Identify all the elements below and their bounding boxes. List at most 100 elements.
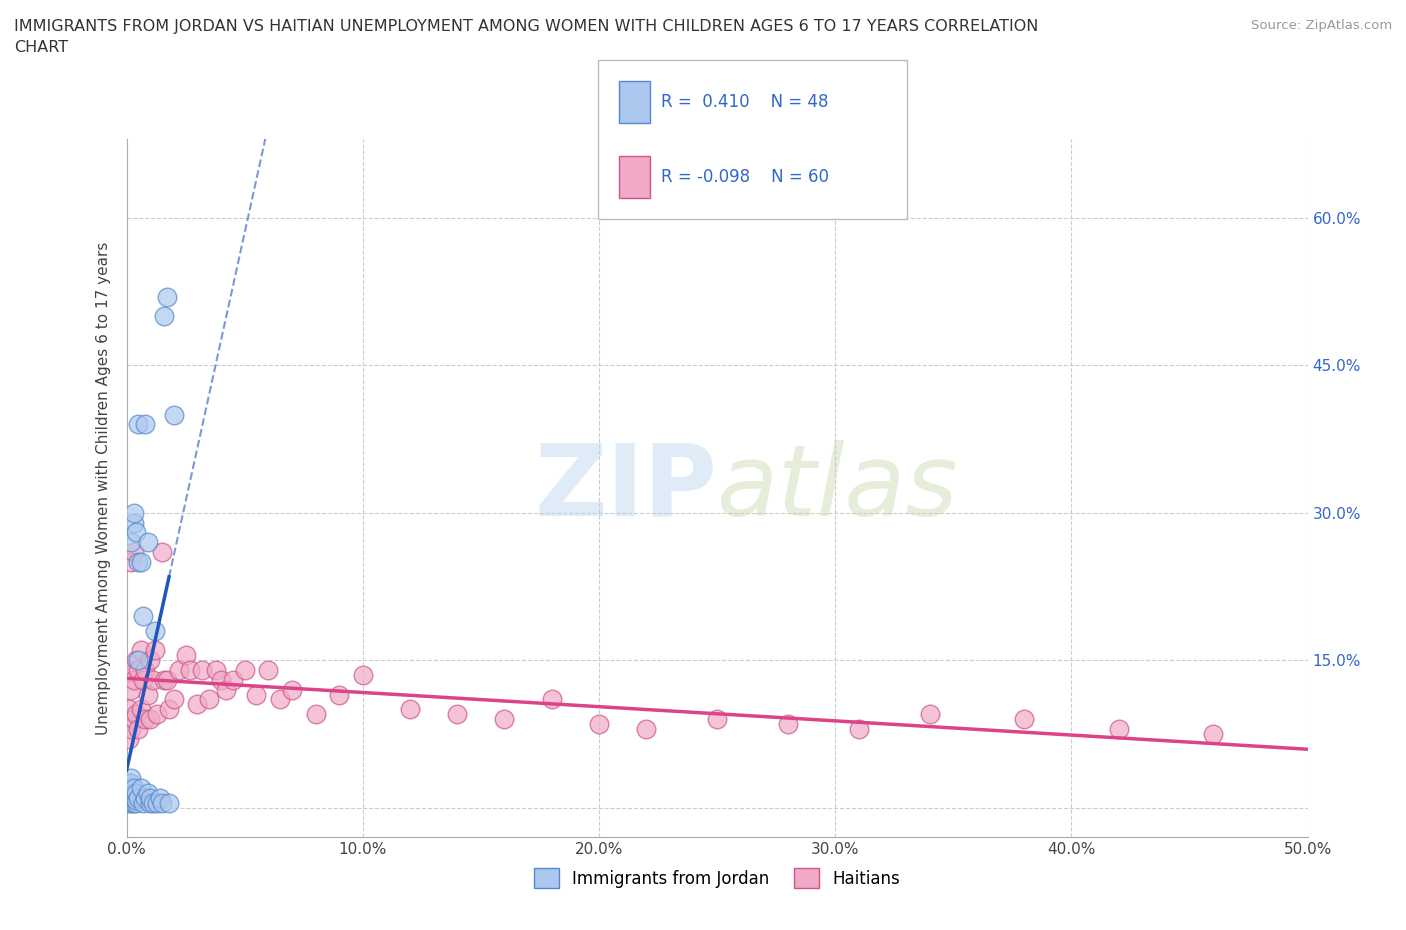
Point: [127, 790, 149, 805]
Point: [118, 790, 141, 805]
Point: [143, 623, 166, 638]
Point: [328, 687, 350, 702]
Point: [209, 672, 232, 687]
Point: [127, 722, 149, 737]
Point: [245, 687, 267, 702]
Point: [120, 780, 142, 795]
Point: [1202, 726, 1225, 741]
Point: [122, 672, 145, 687]
Point: [125, 792, 148, 807]
Point: [132, 795, 155, 810]
Point: [122, 505, 145, 520]
Point: [118, 702, 141, 717]
Point: [127, 554, 149, 569]
Point: [150, 795, 173, 810]
Point: [848, 722, 870, 737]
Point: [304, 707, 326, 722]
Point: [153, 672, 176, 687]
Point: [118, 731, 141, 746]
Point: [136, 687, 159, 702]
Point: [118, 776, 141, 790]
Point: [120, 776, 142, 790]
Legend: Immigrants from Jordan, Haitians: Immigrants from Jordan, Haitians: [527, 861, 907, 895]
Point: [399, 702, 422, 717]
Point: [122, 515, 145, 530]
Y-axis label: Unemployment Among Women with Children Ages 6 to 17 years: Unemployment Among Women with Children A…: [96, 242, 111, 735]
Point: [540, 692, 562, 707]
Point: [136, 785, 159, 800]
Point: [118, 792, 141, 807]
Point: [120, 722, 142, 737]
Point: [233, 662, 256, 677]
Point: [157, 795, 180, 810]
Point: [446, 707, 468, 722]
Point: [127, 653, 149, 668]
Point: [129, 643, 152, 658]
Point: [122, 711, 145, 726]
Point: [636, 722, 658, 737]
Point: [122, 790, 145, 805]
Point: [122, 780, 145, 795]
Point: [122, 785, 145, 800]
Point: [127, 417, 149, 432]
Text: atlas: atlas: [717, 440, 959, 537]
Point: [134, 790, 156, 805]
Point: [179, 662, 201, 677]
Point: [918, 707, 941, 722]
Text: IMMIGRANTS FROM JORDAN VS HAITIAN UNEMPLOYMENT AMONG WOMEN WITH CHILDREN AGES 6 : IMMIGRANTS FROM JORDAN VS HAITIAN UNEMPL…: [14, 19, 1039, 55]
Point: [150, 545, 173, 560]
Point: [1012, 711, 1035, 726]
Point: [134, 711, 156, 726]
Point: [120, 771, 142, 786]
Point: [118, 795, 141, 810]
Point: [122, 795, 145, 810]
Point: [118, 785, 141, 800]
Point: [146, 795, 169, 810]
Point: [125, 525, 148, 540]
Text: Source: ZipAtlas.com: Source: ZipAtlas.com: [1251, 19, 1392, 32]
Point: [588, 717, 610, 732]
Point: [167, 662, 190, 677]
Point: [127, 662, 149, 677]
Point: [141, 795, 163, 810]
Point: [141, 672, 163, 687]
Text: R = -0.098    N = 60: R = -0.098 N = 60: [661, 167, 828, 186]
Point: [122, 545, 145, 560]
Point: [125, 653, 148, 668]
Point: [139, 711, 162, 726]
Point: [134, 417, 156, 432]
Text: R =  0.410    N = 48: R = 0.410 N = 48: [661, 93, 828, 112]
Point: [120, 792, 142, 807]
Text: ZIP: ZIP: [534, 440, 717, 537]
Point: [494, 711, 516, 726]
Point: [156, 672, 179, 687]
Point: [153, 309, 176, 324]
Point: [125, 795, 148, 810]
Point: [174, 648, 197, 663]
Point: [120, 554, 142, 569]
Point: [118, 780, 141, 795]
Point: [134, 662, 156, 677]
Point: [120, 789, 142, 804]
Point: [776, 717, 799, 732]
Point: [139, 795, 162, 810]
Point: [215, 683, 238, 698]
Point: [118, 662, 141, 677]
Point: [157, 702, 180, 717]
Point: [120, 790, 142, 805]
Point: [163, 407, 186, 422]
Point: [125, 785, 148, 800]
Point: [139, 790, 162, 805]
Point: [136, 535, 159, 550]
Point: [132, 608, 155, 623]
Point: [149, 790, 172, 805]
Point: [120, 683, 142, 698]
Point: [163, 692, 186, 707]
Point: [120, 795, 142, 810]
Point: [352, 668, 374, 683]
Point: [222, 672, 245, 687]
Point: [205, 662, 228, 677]
Point: [125, 707, 148, 722]
Point: [139, 653, 162, 668]
Point: [143, 643, 166, 658]
